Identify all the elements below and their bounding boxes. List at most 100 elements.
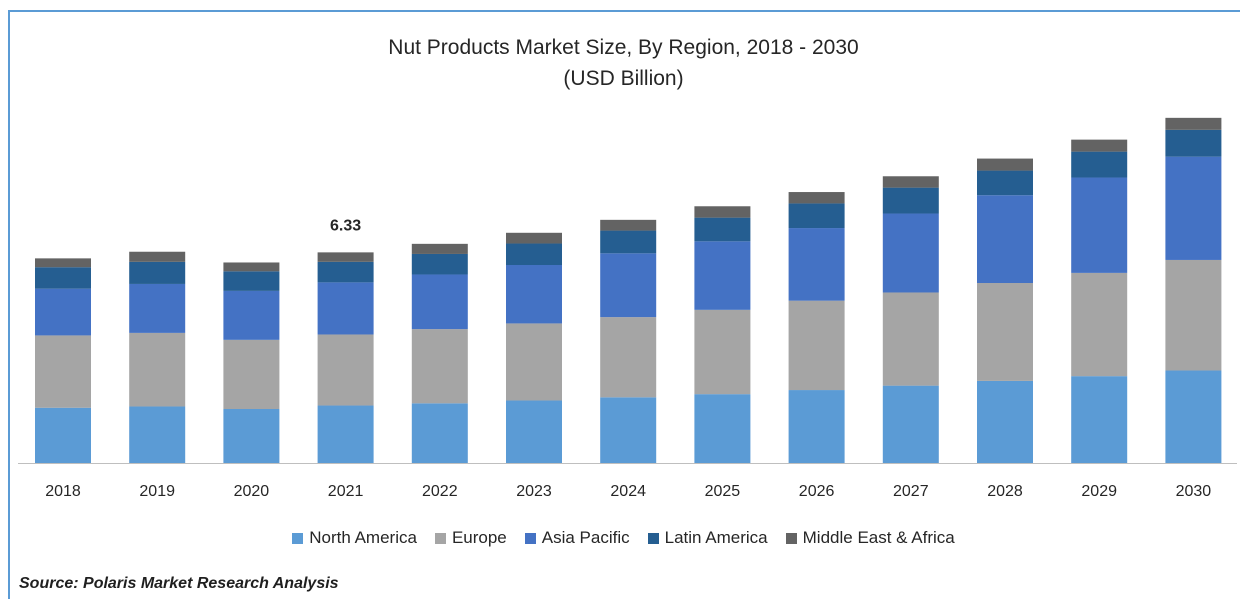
bar-2023-segment-4 xyxy=(506,232,562,244)
bar-2022-segment-1 xyxy=(411,329,468,404)
bar-2019-segment-1 xyxy=(129,332,186,407)
bar-2027-segment-2 xyxy=(882,213,939,293)
legend-swatch xyxy=(434,532,446,544)
x-tick-labels: 2018 2019 2020 2021 2022 2023 2024 2025 2026 2027… xyxy=(45,483,1211,500)
bar-2025-segment-4 xyxy=(694,206,751,218)
bar-2022-segment-3 xyxy=(411,253,468,275)
bar-2030-segment-2 xyxy=(1165,156,1222,260)
bar-2025-segment-2 xyxy=(694,241,751,310)
bar-2022-segment-0 xyxy=(411,403,468,463)
bar-2019-segment-2 xyxy=(129,283,186,333)
legend-label: Latin America xyxy=(664,528,768,547)
x-tick-label: 2026 xyxy=(799,483,835,500)
bar-2018-segment-4 xyxy=(35,258,91,268)
bar-2027-segment-0 xyxy=(882,385,939,463)
bar-2027-segment-3 xyxy=(882,187,939,214)
legend-item: Middle East & Africa xyxy=(785,528,955,548)
bar-2028-segment-0 xyxy=(977,380,1033,463)
bar-2022-segment-2 xyxy=(411,274,468,330)
x-tick-label: 2021 xyxy=(328,483,364,500)
data-label: 6.33 xyxy=(330,217,361,234)
bar-2027-segment-1 xyxy=(882,292,939,386)
bar-2020-segment-0 xyxy=(223,409,280,463)
legend: North America Europe Asia Pacific Latin Ame… xyxy=(0,528,1247,548)
bar-2019-segment-3 xyxy=(129,261,186,284)
legend-label: Asia Pacific xyxy=(541,528,630,547)
x-tick-label: 2024 xyxy=(610,483,646,500)
legend-item: Latin America xyxy=(647,528,768,548)
bar-2019-segment-0 xyxy=(129,406,186,463)
bar-2028-segment-1 xyxy=(977,283,1033,381)
bar-2030-segment-0 xyxy=(1165,370,1222,463)
bar-2028-segment-2 xyxy=(977,195,1033,283)
bar-2029-segment-1 xyxy=(1071,272,1128,377)
legend-item: Europe xyxy=(434,528,507,548)
bar-2025-segment-0 xyxy=(694,394,751,463)
bar-2018-segment-1 xyxy=(35,335,91,408)
bar-2021-segment-2 xyxy=(317,282,374,335)
x-tick-label: 2018 xyxy=(45,483,81,500)
source-note: Source: Polaris Market Research Analysis xyxy=(19,575,339,592)
bar-2029-segment-4 xyxy=(1071,139,1128,152)
legend-item: North America xyxy=(292,528,417,548)
bar-2023-segment-2 xyxy=(506,265,562,324)
x-tick-label: 2028 xyxy=(987,483,1023,500)
bar-2021-segment-0 xyxy=(317,405,374,463)
x-tick-label: 2025 xyxy=(705,483,741,500)
bar-2030-segment-1 xyxy=(1165,259,1222,371)
bar-2020-segment-4 xyxy=(223,262,280,272)
legend-swatch xyxy=(524,532,536,544)
bar-2028-segment-3 xyxy=(977,170,1033,196)
x-tick-label: 2022 xyxy=(422,483,458,500)
bar-2027-segment-4 xyxy=(882,176,939,188)
bar-2019-segment-4 xyxy=(129,251,186,262)
bar-2026-segment-1 xyxy=(788,300,845,391)
x-tick-label: 2027 xyxy=(893,483,929,500)
chart-frame xyxy=(8,10,1240,599)
bar-2025-segment-1 xyxy=(694,309,751,395)
bar-2026-segment-4 xyxy=(788,192,845,204)
bar-2029-segment-0 xyxy=(1071,376,1128,463)
legend-label: Europe xyxy=(451,528,507,547)
x-tick-label: 2029 xyxy=(1081,483,1117,500)
bar-2028-segment-4 xyxy=(977,158,1033,171)
bar-2023-segment-3 xyxy=(506,243,562,265)
bar-2024-segment-0 xyxy=(600,397,657,463)
chart-subtitle: (USD Billion) xyxy=(563,67,684,90)
x-tick-label: 2023 xyxy=(516,483,552,500)
bar-2024-segment-4 xyxy=(600,219,657,231)
annotations-layer: 6.33 xyxy=(330,217,361,234)
bar-2026-segment-2 xyxy=(788,228,845,301)
bar-2021-segment-3 xyxy=(317,261,374,283)
chart-title-block: Nut Products Market Size, By Region, 201… xyxy=(0,32,1247,94)
bar-2026-segment-0 xyxy=(788,390,845,463)
bar-2029-segment-2 xyxy=(1071,177,1128,273)
legend-swatch xyxy=(785,532,797,544)
bar-2018-segment-0 xyxy=(35,407,91,463)
x-tick-label: 2019 xyxy=(139,483,175,500)
bar-2024-segment-3 xyxy=(600,230,657,254)
legend-label: Middle East & Africa xyxy=(802,528,955,547)
bar-2029-segment-3 xyxy=(1071,151,1128,178)
x-tick-label: 2030 xyxy=(1176,483,1212,500)
bar-2023-segment-1 xyxy=(506,323,562,401)
bars-layer xyxy=(35,117,1222,463)
bar-2020-segment-2 xyxy=(223,290,280,340)
x-tick-label: 2020 xyxy=(234,483,270,500)
chart-title: Nut Products Market Size, By Region, 201… xyxy=(388,36,859,59)
bar-2026-segment-3 xyxy=(788,203,845,229)
bar-2025-segment-3 xyxy=(694,217,751,242)
bar-2018-segment-3 xyxy=(35,267,91,289)
legend-swatch xyxy=(647,532,659,544)
legend-label: North America xyxy=(309,528,417,547)
bar-2024-segment-2 xyxy=(600,253,657,318)
bar-2021-segment-4 xyxy=(317,252,374,262)
bar-2030-segment-4 xyxy=(1165,117,1222,130)
bar-2020-segment-1 xyxy=(223,339,280,409)
bar-2020-segment-3 xyxy=(223,271,280,291)
bar-2022-segment-4 xyxy=(411,243,468,254)
bar-2024-segment-1 xyxy=(600,317,657,398)
bar-2021-segment-1 xyxy=(317,334,374,406)
bar-2018-segment-2 xyxy=(35,288,91,336)
